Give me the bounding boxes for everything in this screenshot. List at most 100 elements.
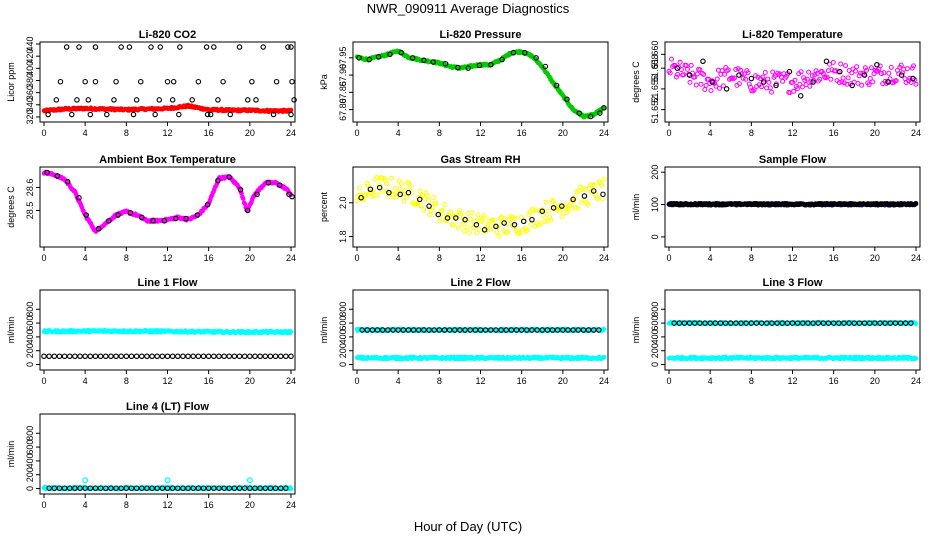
data-point: [195, 78, 202, 85]
data-point: [190, 485, 196, 491]
data-point: [549, 327, 556, 333]
panel-4: Gas Stream RH 0 4 8 12 16 20 24 1.8 2.0 percent: [319, 154, 609, 263]
data-point: [226, 485, 233, 491]
data-point: [676, 320, 683, 326]
data-point: [444, 215, 451, 221]
x-axis-label: Hour of Day (UTC): [414, 519, 522, 534]
data-point: [180, 353, 186, 360]
data-point: [56, 353, 63, 360]
data-point: [587, 113, 594, 120]
data-point: [276, 182, 283, 188]
data-point: [703, 83, 709, 88]
data-point: [63, 44, 70, 50]
data-point: [407, 185, 413, 191]
data-point: [685, 66, 690, 72]
data-point: [733, 67, 739, 72]
data-point: [144, 353, 150, 360]
data-point: [111, 97, 117, 103]
x-tick-label: 4: [396, 376, 401, 386]
data-point: [491, 217, 497, 223]
y-axis-label: ml/min: [319, 317, 329, 344]
data-point: [406, 180, 412, 186]
data-point: [103, 353, 109, 360]
series-calibration: [356, 49, 607, 120]
x-tick-label: 24: [911, 128, 921, 138]
data-point: [707, 320, 713, 326]
data-point: [397, 191, 403, 198]
panel-3: Ambient Box Temperature 0 4 8 12 16 20 24 28.5 28…: [6, 154, 296, 263]
data-point: [882, 320, 888, 326]
series-calibration: [358, 184, 606, 233]
data-point: [590, 188, 597, 194]
x-tick-label: 8: [124, 253, 129, 263]
data-point: [400, 191, 406, 197]
data-point: [767, 85, 773, 91]
data-point: [466, 230, 472, 235]
data-point: [426, 198, 432, 204]
data-point: [139, 485, 145, 491]
data-point: [97, 485, 104, 491]
data-point: [267, 353, 274, 360]
series-black: [359, 327, 602, 333]
data-point: [677, 59, 683, 65]
data-point: [446, 327, 453, 333]
data-point: [727, 320, 734, 326]
y-tick-label: 400: [650, 329, 660, 344]
figure-title: NWR_090911 Average Diagnostics: [367, 1, 570, 16]
data-point: [442, 60, 449, 67]
data-point: [823, 58, 830, 65]
data-point: [358, 194, 364, 201]
x-tick-label: 16: [517, 128, 527, 138]
data-point: [913, 201, 919, 206]
y-tick-label: 0: [650, 362, 660, 367]
data-point: [828, 76, 834, 82]
data-point: [183, 215, 189, 222]
panel-title: Sample Flow: [759, 154, 827, 166]
data-point: [779, 320, 785, 326]
data-point: [92, 485, 99, 491]
data-point: [421, 57, 427, 63]
x-tick-label: 24: [599, 128, 609, 138]
data-point: [375, 192, 381, 198]
y-tick-label: 600: [338, 316, 348, 331]
data-point: [123, 353, 130, 360]
data-point: [226, 174, 233, 180]
data-point: [770, 69, 776, 75]
x-tick-label: 16: [829, 128, 839, 138]
data-point: [441, 327, 448, 333]
data-point: [374, 327, 381, 333]
x-tick-label: 12: [787, 253, 797, 263]
y-tick-label: 2.0: [338, 197, 348, 210]
data-point: [164, 353, 171, 360]
data-point: [270, 111, 277, 118]
data-point: [92, 78, 99, 85]
data-point: [806, 69, 812, 75]
data-point: [364, 327, 371, 333]
data-point: [267, 485, 274, 491]
data-point: [824, 74, 830, 80]
data-point: [379, 327, 386, 333]
x-tick-label: 20: [558, 253, 568, 263]
data-point: [693, 82, 699, 88]
data-point: [288, 107, 294, 113]
data-point: [462, 216, 468, 223]
data-point: [493, 327, 499, 333]
data-point: [712, 320, 719, 326]
data-point: [898, 72, 905, 78]
data-point: [288, 486, 294, 492]
x-tick-label: 16: [204, 128, 214, 138]
data-point: [170, 78, 177, 85]
y-tick-label: 400: [25, 61, 35, 76]
data-point: [398, 49, 405, 56]
data-point: [245, 97, 251, 103]
x-tick-label: 24: [599, 376, 609, 386]
data-point: [494, 229, 500, 235]
data-point: [72, 353, 78, 360]
y-tick-label: 440: [25, 36, 35, 51]
data-point: [898, 62, 904, 68]
data-point: [139, 214, 145, 221]
data-point: [560, 327, 566, 333]
data-point: [544, 327, 551, 333]
x-tick-label: 0: [666, 128, 671, 138]
x-tick-label: 12: [787, 128, 797, 138]
